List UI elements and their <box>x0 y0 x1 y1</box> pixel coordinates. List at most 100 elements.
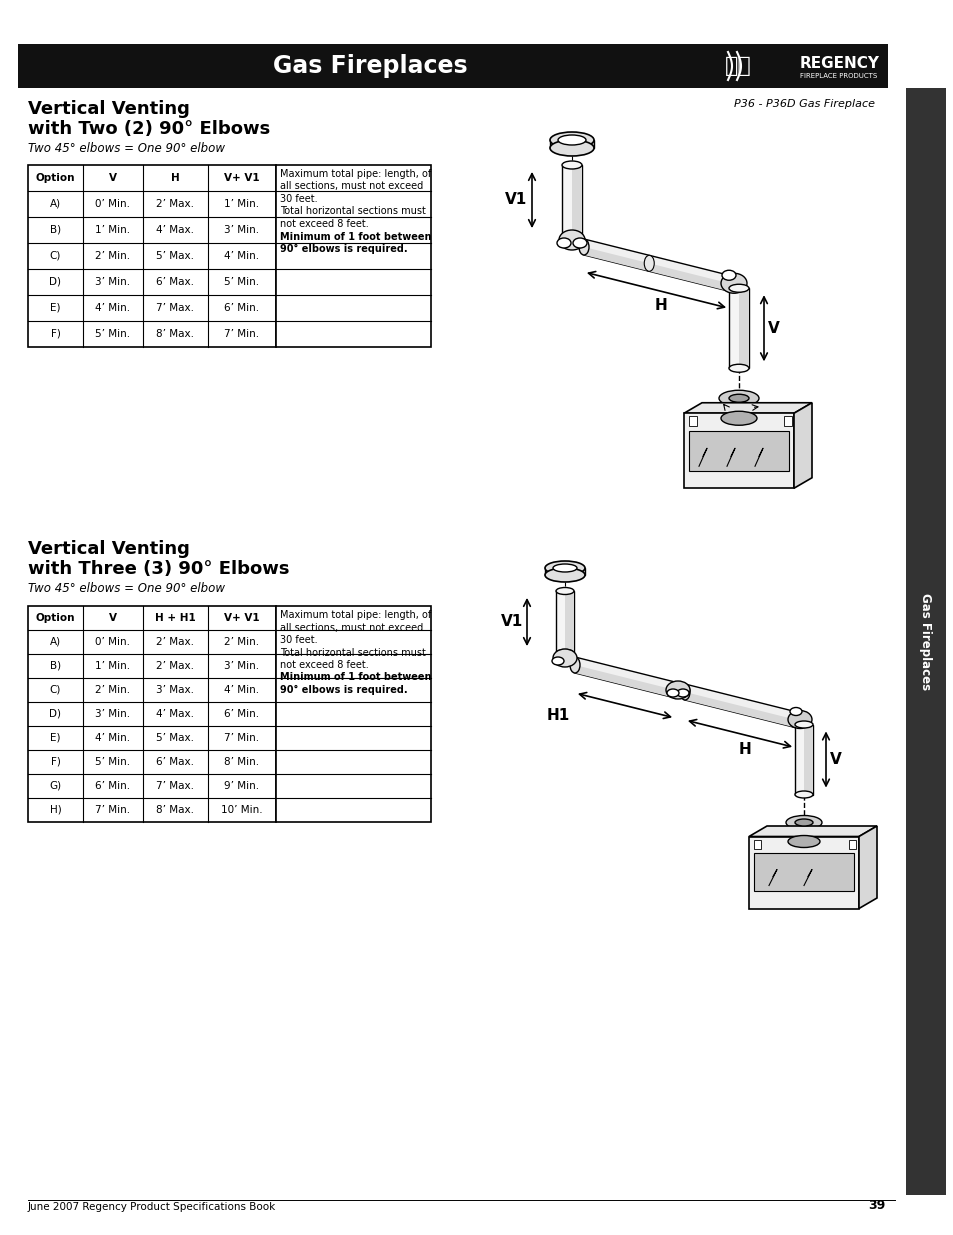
Polygon shape <box>583 240 728 291</box>
Text: 1’ Min.: 1’ Min. <box>224 199 259 209</box>
Polygon shape <box>748 836 858 909</box>
Text: 4’ Max.: 4’ Max. <box>156 225 194 235</box>
Text: 5’ Min.: 5’ Min. <box>224 277 259 287</box>
Text: Option: Option <box>35 173 75 183</box>
Ellipse shape <box>789 708 801 715</box>
Ellipse shape <box>553 650 577 667</box>
Text: C): C) <box>50 251 61 261</box>
Ellipse shape <box>677 689 688 697</box>
Ellipse shape <box>557 238 571 248</box>
Text: V+ V1: V+ V1 <box>224 613 259 622</box>
Text: 4’ Min.: 4’ Min. <box>95 303 131 312</box>
Text: 4’ Min.: 4’ Min. <box>224 251 259 261</box>
Bar <box>564 592 574 653</box>
Text: Two 45° elbows = One 90° elbow: Two 45° elbows = One 90° elbow <box>28 582 225 595</box>
Text: 8’ Min.: 8’ Min. <box>224 757 259 767</box>
Text: 30 feet.: 30 feet. <box>280 635 317 645</box>
Bar <box>794 725 812 794</box>
Text: FIREPLACE PRODUCTS: FIREPLACE PRODUCTS <box>800 73 877 79</box>
Text: Maximum total pipe: length, of: Maximum total pipe: length, of <box>280 610 431 620</box>
Text: V: V <box>109 613 117 622</box>
Text: 2’ Min.: 2’ Min. <box>95 685 131 695</box>
Text: Vertical Venting: Vertical Venting <box>28 100 190 119</box>
Text: not exceed 8 feet.: not exceed 8 feet. <box>280 659 369 671</box>
Text: F): F) <box>51 329 60 338</box>
Text: with Three (3) 90° Elbows: with Three (3) 90° Elbows <box>28 559 289 578</box>
Bar <box>275 606 431 823</box>
Text: 6’ Min.: 6’ Min. <box>224 303 259 312</box>
Text: Gas Fireplaces: Gas Fireplaces <box>273 54 467 78</box>
Ellipse shape <box>552 657 563 664</box>
Text: H): H) <box>50 805 61 815</box>
Ellipse shape <box>728 394 748 403</box>
Ellipse shape <box>553 564 577 572</box>
Text: all sections, must not exceed: all sections, must not exceed <box>280 182 423 191</box>
Text: 3’ Min.: 3’ Min. <box>224 661 259 671</box>
Ellipse shape <box>558 230 584 249</box>
Ellipse shape <box>556 650 574 657</box>
Bar <box>550 140 594 148</box>
Bar <box>556 592 574 653</box>
Text: Vertical Venting: Vertical Venting <box>28 540 190 558</box>
Ellipse shape <box>544 561 584 576</box>
Text: 5’ Min.: 5’ Min. <box>95 757 131 767</box>
Ellipse shape <box>544 568 584 582</box>
Ellipse shape <box>665 680 689 699</box>
Text: 3’ Min.: 3’ Min. <box>95 277 131 287</box>
Text: 2’ Max.: 2’ Max. <box>156 661 194 671</box>
Text: E): E) <box>51 734 61 743</box>
Ellipse shape <box>720 273 746 293</box>
Text: 8’ Max.: 8’ Max. <box>156 329 194 338</box>
Ellipse shape <box>569 657 579 673</box>
Text: 2’ Max.: 2’ Max. <box>156 199 194 209</box>
Text: 3’ Min.: 3’ Min. <box>224 225 259 235</box>
Text: 3’ Max.: 3’ Max. <box>156 685 194 695</box>
Ellipse shape <box>561 161 581 169</box>
Ellipse shape <box>550 140 594 156</box>
Text: 5’ Min.: 5’ Min. <box>95 329 131 338</box>
Text: V: V <box>767 321 779 336</box>
Ellipse shape <box>728 284 748 293</box>
Text: E): E) <box>51 303 61 312</box>
Text: B): B) <box>50 661 61 671</box>
Text: June 2007 Regency Product Specifications Book: June 2007 Regency Product Specifications… <box>28 1202 276 1212</box>
Text: Minimum of 1 foot between: Minimum of 1 foot between <box>280 673 431 683</box>
Ellipse shape <box>723 275 733 291</box>
Text: 30 feet.: 30 feet. <box>280 194 317 204</box>
Text: 6’ Max.: 6’ Max. <box>156 757 194 767</box>
Bar <box>739 288 748 368</box>
Text: Gas Fireplaces: Gas Fireplaces <box>919 593 931 690</box>
Text: G): G) <box>50 781 62 790</box>
Text: H + H1: H + H1 <box>155 613 195 622</box>
Text: B): B) <box>50 225 61 235</box>
Bar <box>905 88 945 1195</box>
Text: Two 45° elbows = One 90° elbow: Two 45° elbows = One 90° elbow <box>28 142 225 156</box>
Text: V1: V1 <box>500 615 522 630</box>
Text: Maximum total pipe: length, of: Maximum total pipe: length, of <box>280 169 431 179</box>
Bar <box>753 852 853 890</box>
Bar <box>28 165 275 347</box>
Text: 7’ Max.: 7’ Max. <box>156 781 194 790</box>
Text: ⾋⾋: ⾋⾋ <box>724 56 751 77</box>
Text: 6’ Max.: 6’ Max. <box>156 277 194 287</box>
Bar <box>803 725 812 794</box>
Polygon shape <box>575 664 675 698</box>
Text: 3’ Min.: 3’ Min. <box>95 709 131 719</box>
Bar <box>561 165 581 235</box>
Polygon shape <box>583 247 728 291</box>
Text: A): A) <box>50 637 61 647</box>
Polygon shape <box>683 414 793 488</box>
Ellipse shape <box>787 710 811 729</box>
Ellipse shape <box>556 588 574 594</box>
Text: 2’ Min.: 2’ Min. <box>224 637 259 647</box>
Text: C): C) <box>50 685 61 695</box>
Text: D): D) <box>50 277 61 287</box>
Ellipse shape <box>643 256 654 272</box>
Text: Minimum of 1 foot between: Minimum of 1 foot between <box>280 231 431 242</box>
Polygon shape <box>748 826 876 836</box>
Text: 4’ Max.: 4’ Max. <box>156 709 194 719</box>
Text: H: H <box>738 742 751 757</box>
Text: 4’ Min.: 4’ Min. <box>95 734 131 743</box>
Text: P36 - P36D Gas Fireplace: P36 - P36D Gas Fireplace <box>733 99 874 109</box>
Text: Total horizontal sections must: Total horizontal sections must <box>280 206 425 216</box>
